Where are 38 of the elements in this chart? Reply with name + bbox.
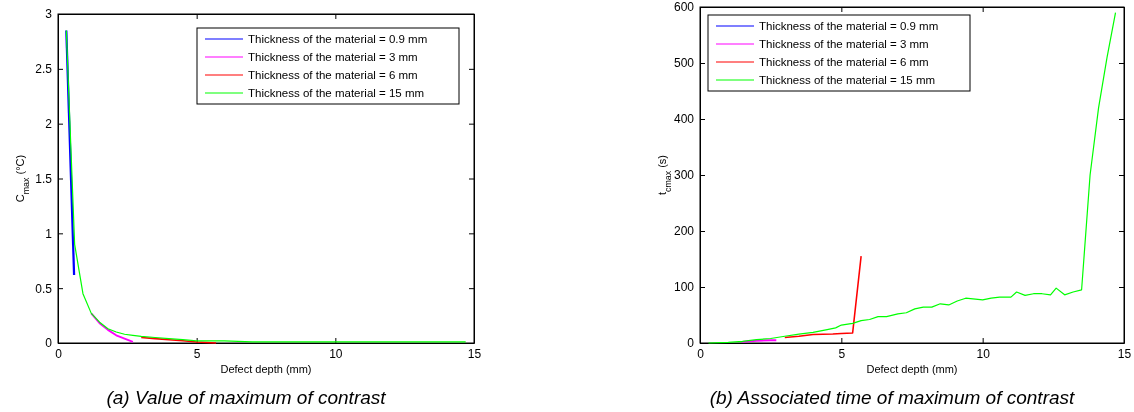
y-tick-label: 0: [45, 336, 53, 351]
y-tick-label: 500: [673, 56, 695, 71]
legend-label: Thickness of the material = 6 mm: [759, 56, 929, 68]
y-tick-label: 1.5: [35, 171, 53, 186]
legend-label: Thickness of the material = 0.9 mm: [759, 20, 939, 32]
legend-label: Thickness of the material = 15 mm: [248, 87, 425, 99]
line-series: [65, 29, 467, 343]
x-tick-label: 0: [697, 346, 705, 361]
legend-label: Thickness of the material = 0.9 mm: [248, 33, 428, 45]
x-tick-label: 0: [55, 346, 63, 361]
y-tick-label: 2.5: [35, 62, 53, 77]
y-tick-label: 0.5: [35, 281, 53, 296]
y-tick-label: 600: [673, 0, 695, 15]
legend-label: Thickness of the material = 3 mm: [248, 51, 418, 63]
legend-label: Thickness of the material = 15 mm: [759, 74, 936, 86]
x-tick-label: 15: [467, 346, 482, 361]
y-tick-label: 2: [45, 117, 53, 132]
legend-label: Thickness of the material = 3 mm: [759, 38, 929, 50]
line-series: [90, 312, 134, 343]
y-tick-label: 400: [673, 112, 695, 127]
x-tick-label: 15: [1117, 346, 1132, 361]
legend-label: Thickness of the material = 6 mm: [248, 69, 418, 81]
x-axis-title: Defect depth (mm): [866, 363, 958, 375]
y-tick-label: 300: [673, 168, 695, 183]
y-tick-label: 1: [45, 226, 53, 241]
x-axis-title: Defect depth (mm): [220, 363, 312, 375]
x-tick-label: 10: [329, 346, 343, 361]
x-tick-label: 10: [976, 346, 991, 361]
x-tick-label: 5: [193, 346, 201, 361]
text: (a) Value of maximum of contrast: [106, 387, 387, 408]
y-tick-label: 200: [673, 224, 695, 239]
x-tick-label: 5: [838, 346, 846, 361]
line-series: [707, 12, 1117, 344]
text: (b) Associated time of maximum of contrast: [709, 387, 1076, 408]
y-tick-label: 3: [45, 7, 53, 22]
y-tick-label: 0: [687, 336, 695, 351]
y-tick-label: 100: [673, 280, 695, 295]
line-series: [784, 255, 862, 339]
